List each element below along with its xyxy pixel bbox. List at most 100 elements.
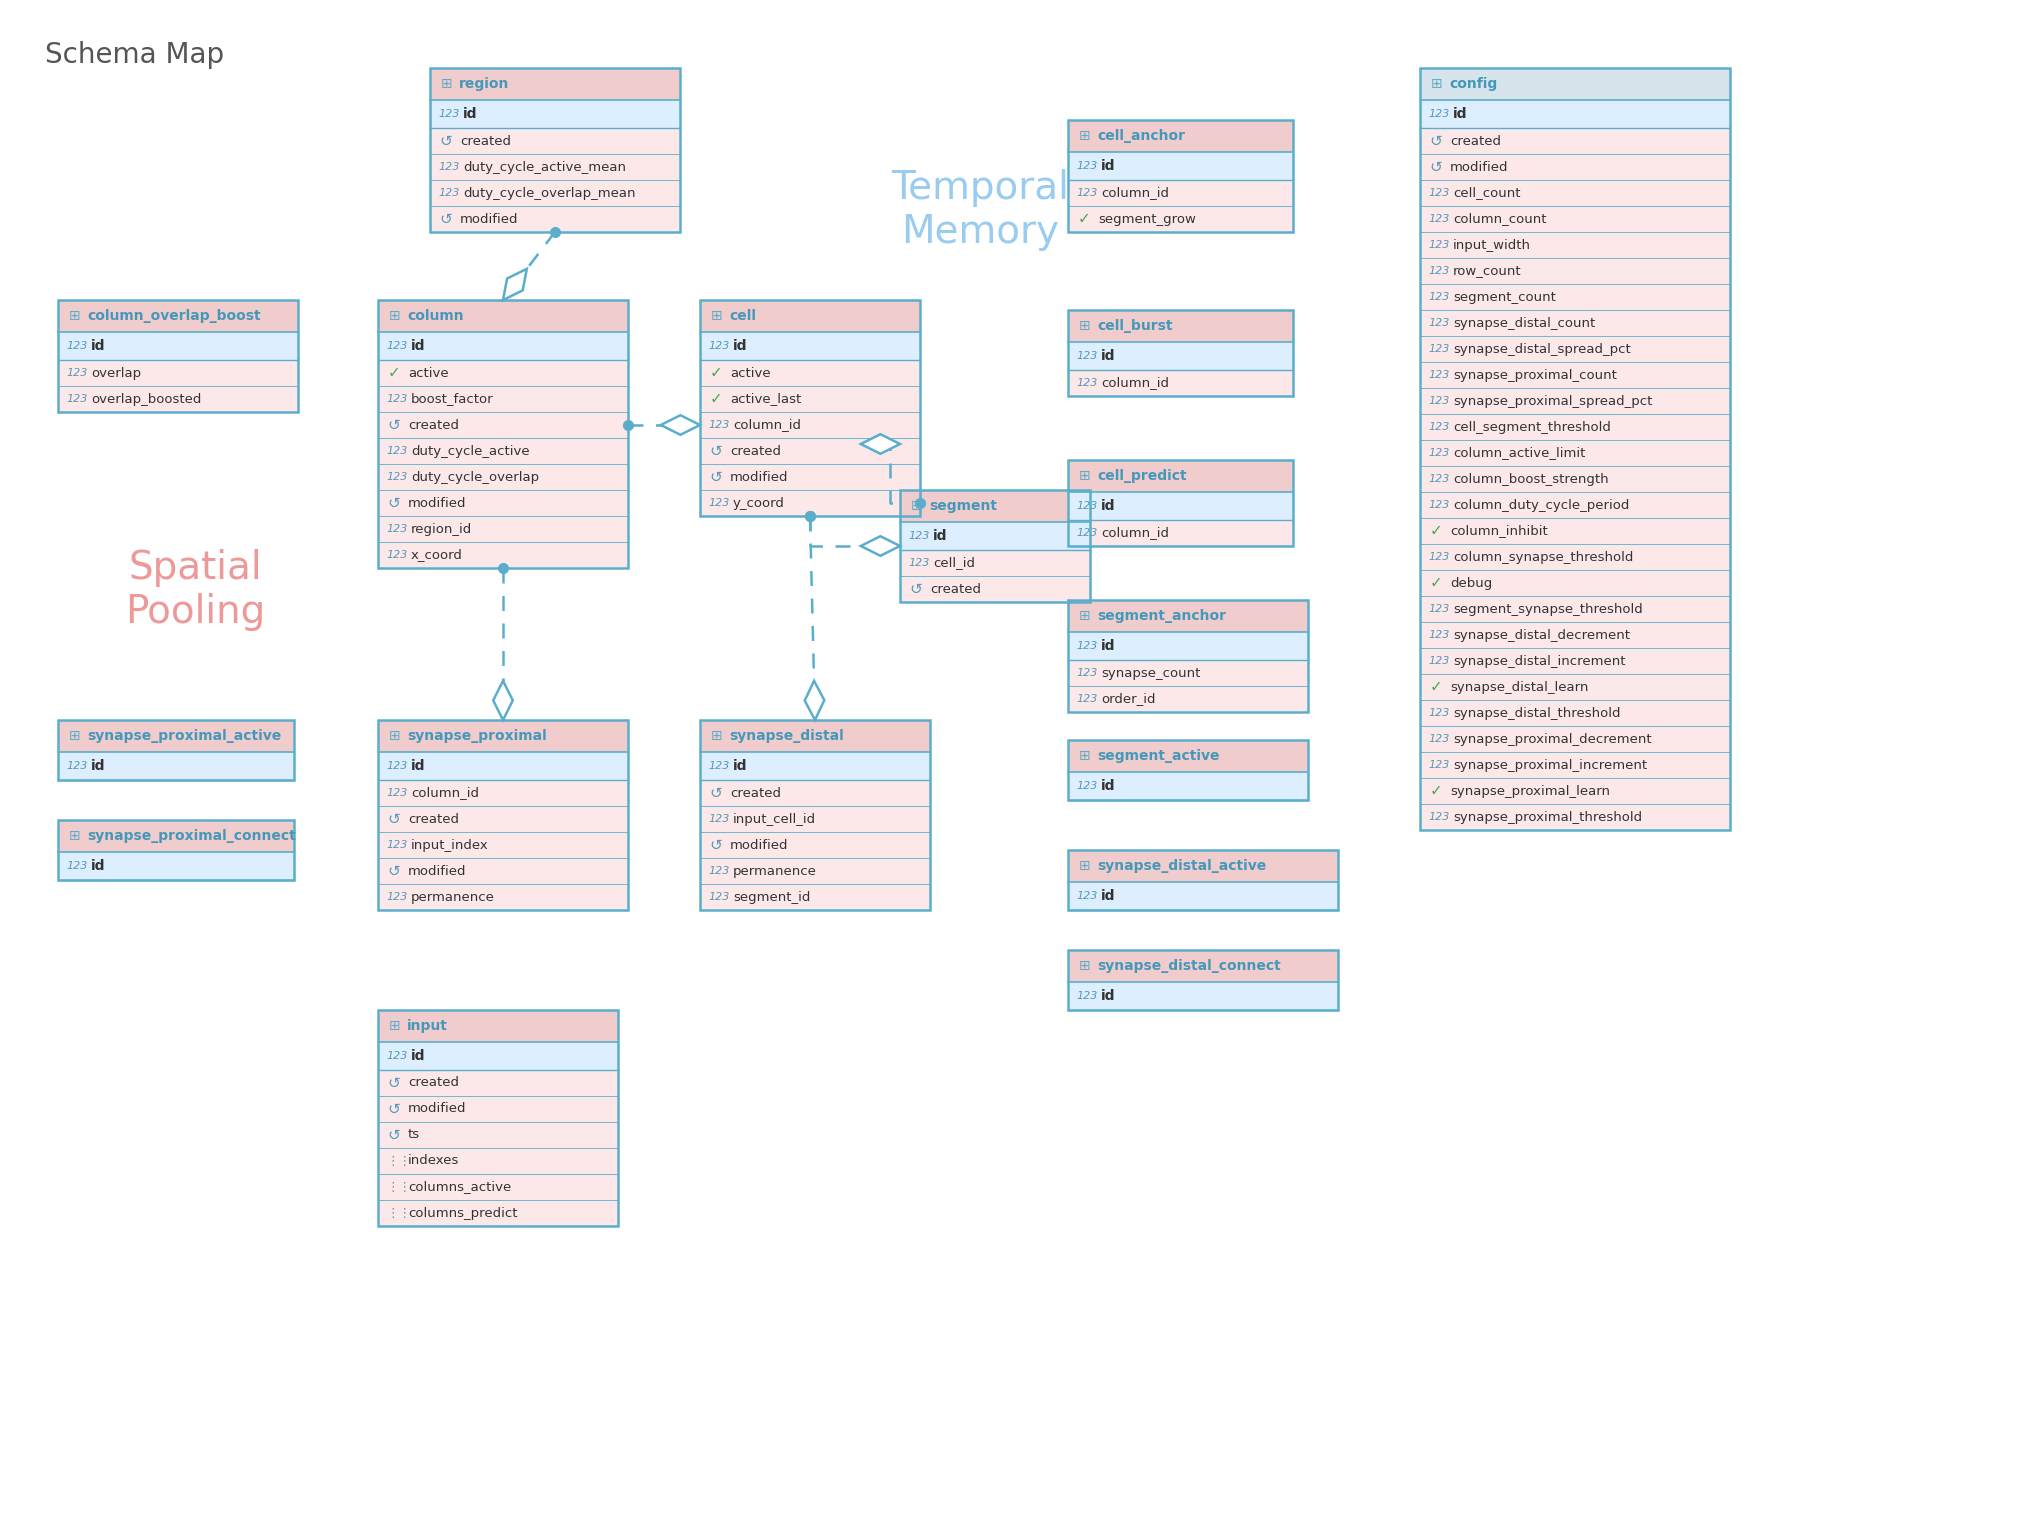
Text: overlap: overlap	[91, 367, 140, 379]
Bar	[1420, 67, 1729, 829]
Bar	[699, 721, 931, 753]
Text: Spatial
Pooling: Spatial Pooling	[124, 549, 264, 630]
Text: 123: 123	[386, 523, 406, 534]
Text: 123: 123	[1077, 890, 1097, 901]
Text: synapse_distal_spread_pct: synapse_distal_spread_pct	[1453, 343, 1632, 355]
Text: 123: 123	[1428, 500, 1449, 509]
Text: id: id	[1101, 349, 1116, 363]
Text: permanence: permanence	[410, 890, 496, 904]
Text: 123: 123	[65, 369, 87, 378]
Bar	[1069, 343, 1292, 396]
Text: ✓: ✓	[1431, 523, 1443, 539]
Bar	[378, 300, 628, 332]
Text: id: id	[91, 759, 106, 773]
Text: ↺: ↺	[709, 785, 721, 800]
Text: 123: 123	[65, 395, 87, 404]
Text: Schema Map: Schema Map	[45, 41, 224, 69]
Text: 123: 123	[386, 760, 406, 771]
Text: columns_predict: columns_predict	[408, 1207, 518, 1219]
Bar	[59, 820, 295, 880]
Text: ↺: ↺	[709, 470, 721, 485]
Bar	[1069, 851, 1337, 910]
Text: column_boost_strength: column_boost_strength	[1453, 473, 1609, 485]
Text: synapse_proximal_learn: synapse_proximal_learn	[1451, 785, 1609, 797]
Polygon shape	[805, 681, 825, 721]
Text: column_id: column_id	[734, 419, 801, 431]
Text: ↺: ↺	[386, 863, 400, 878]
Text: segment_grow: segment_grow	[1097, 213, 1197, 225]
Text: debug: debug	[1451, 577, 1491, 589]
Text: segment: segment	[929, 499, 998, 513]
Bar	[59, 852, 295, 880]
Text: active: active	[729, 367, 770, 379]
Text: ↺: ↺	[908, 581, 923, 597]
Text: region: region	[459, 76, 510, 90]
Text: 123: 123	[908, 531, 929, 542]
Bar	[1069, 461, 1292, 546]
Text: 123: 123	[707, 892, 729, 903]
Text: duty_cycle_overlap_mean: duty_cycle_overlap_mean	[463, 187, 636, 199]
Text: 123: 123	[707, 497, 729, 508]
Bar	[431, 99, 681, 233]
Text: 123: 123	[386, 892, 406, 903]
Text: ↺: ↺	[386, 811, 400, 826]
Text: 123: 123	[707, 421, 729, 430]
Bar	[1069, 950, 1337, 1010]
Bar	[431, 67, 681, 233]
Text: synapse_distal: synapse_distal	[729, 728, 843, 744]
Text: synapse_proximal_increment: synapse_proximal_increment	[1453, 759, 1648, 771]
Bar	[59, 332, 299, 412]
Text: 123: 123	[1428, 396, 1449, 405]
Text: id: id	[933, 529, 947, 543]
Bar	[699, 753, 931, 910]
Bar	[1069, 151, 1292, 233]
Text: id: id	[410, 1050, 425, 1063]
Text: synapse_distal_threshold: synapse_distal_threshold	[1453, 707, 1620, 719]
Text: 123: 123	[1428, 292, 1449, 301]
Bar	[1069, 632, 1309, 659]
Bar	[900, 522, 1089, 601]
Text: 123: 123	[1077, 669, 1097, 678]
Bar	[431, 99, 681, 129]
Bar	[59, 820, 295, 852]
Text: column_id: column_id	[1101, 187, 1168, 199]
Text: 123: 123	[1428, 318, 1449, 327]
Text: ✓: ✓	[709, 366, 723, 381]
Bar	[900, 490, 1089, 601]
Text: columns_active: columns_active	[408, 1181, 512, 1193]
Bar	[378, 753, 628, 780]
Text: ⊞: ⊞	[1079, 959, 1091, 973]
Text: synapse_distal_learn: synapse_distal_learn	[1451, 681, 1589, 693]
Text: id: id	[1101, 159, 1116, 173]
Text: column_inhibit: column_inhibit	[1451, 525, 1548, 537]
Text: 123: 123	[1428, 344, 1449, 353]
Polygon shape	[862, 435, 900, 454]
Bar	[1420, 99, 1729, 129]
Text: synapse_distal_increment: synapse_distal_increment	[1453, 655, 1626, 667]
Text: active: active	[408, 367, 449, 379]
Text: ⊞: ⊞	[711, 728, 723, 744]
Text: input_cell_id: input_cell_id	[734, 812, 817, 826]
Text: 123: 123	[439, 188, 459, 197]
Text: ⊞: ⊞	[1079, 858, 1091, 874]
Text: created: created	[729, 786, 780, 800]
Bar	[1069, 881, 1337, 910]
Text: 123: 123	[1428, 552, 1449, 562]
Bar	[1069, 461, 1292, 493]
Bar	[59, 300, 299, 332]
Text: modified: modified	[1451, 161, 1508, 173]
Bar	[1069, 632, 1309, 711]
Bar	[1069, 950, 1337, 982]
Text: indexes: indexes	[408, 1155, 459, 1167]
Bar	[699, 721, 931, 910]
Bar	[1069, 741, 1309, 773]
Text: segment_id: segment_id	[734, 890, 811, 904]
Text: synapse_proximal_decrement: synapse_proximal_decrement	[1453, 733, 1652, 745]
Text: 123: 123	[1428, 240, 1449, 249]
Bar	[900, 522, 1089, 549]
Text: cell_id: cell_id	[933, 557, 975, 569]
Text: ⊞: ⊞	[711, 309, 723, 323]
Text: ⊞: ⊞	[1079, 129, 1091, 142]
Text: ↺: ↺	[709, 837, 721, 852]
Text: ↺: ↺	[386, 1102, 400, 1117]
